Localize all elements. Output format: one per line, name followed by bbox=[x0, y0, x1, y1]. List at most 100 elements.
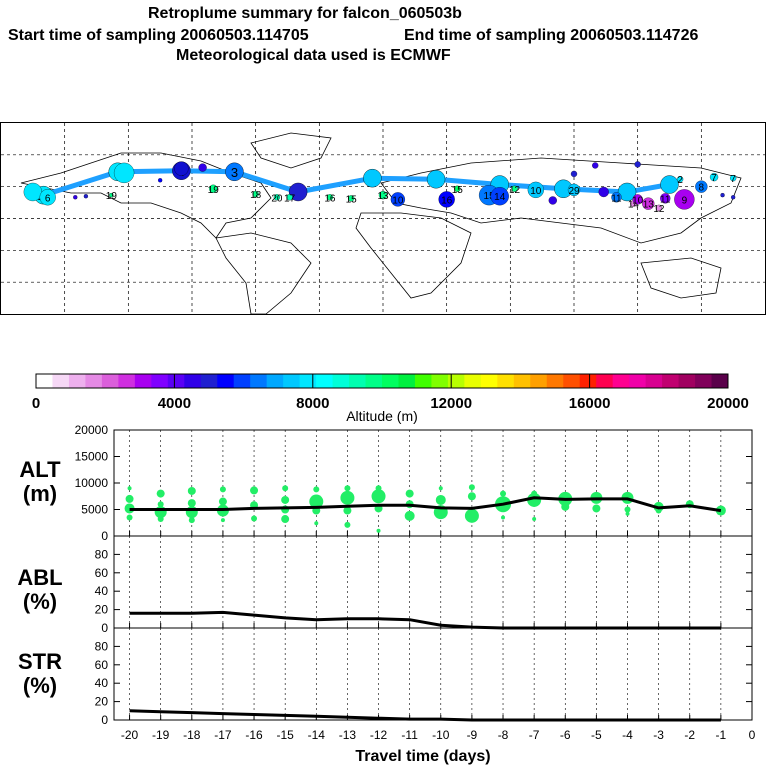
x-tick-label: -3 bbox=[653, 728, 664, 742]
x-tick-label: -1 bbox=[716, 728, 727, 742]
map-marker-label: 16 bbox=[324, 193, 336, 204]
map-marker-label: 10 bbox=[392, 195, 404, 206]
colorbar-swatch bbox=[382, 374, 399, 388]
str-panel-frame bbox=[113, 627, 753, 721]
str-label-line2: (%) bbox=[22, 673, 58, 698]
x-tick-label: -17 bbox=[214, 728, 232, 742]
x-tick-label: -8 bbox=[498, 728, 509, 742]
map-marker bbox=[378, 191, 388, 200]
alt-label-line1: ALT bbox=[19, 457, 61, 482]
alt-scatter-point bbox=[281, 515, 290, 524]
str-label-line1: STR bbox=[18, 649, 62, 674]
alt-scatter-point bbox=[188, 517, 195, 524]
map-coastline bbox=[640, 257, 722, 299]
map-marker-label: 2 bbox=[677, 175, 683, 186]
map-marker-label: 11 bbox=[660, 194, 671, 205]
colorbar-tick-label: 20000 bbox=[707, 395, 749, 412]
colorbar-swatch bbox=[480, 374, 498, 388]
trajectory-map: C654361919182017161513101615151412102911… bbox=[0, 122, 766, 315]
alt-scatter-point bbox=[468, 484, 475, 491]
map-marker bbox=[490, 187, 509, 206]
alt-scatter-point bbox=[344, 521, 351, 528]
map-marker bbox=[570, 170, 578, 178]
x-tick-label: -2 bbox=[684, 728, 695, 742]
alt-scatter-point bbox=[467, 492, 476, 501]
colorbar-tick-label: 16000 bbox=[569, 395, 611, 412]
y-tick-label: 40 bbox=[95, 676, 109, 690]
alt-scatter-point bbox=[371, 489, 386, 504]
track-node bbox=[617, 182, 637, 202]
x-axis-title: Travel time (days) bbox=[355, 748, 490, 765]
x-tick-label: -16 bbox=[245, 728, 263, 742]
x-tick-label: -7 bbox=[529, 728, 540, 742]
colorbar-swatch bbox=[250, 374, 268, 388]
alt-scatter-point bbox=[624, 506, 631, 513]
alt-scatter-point bbox=[250, 486, 259, 495]
map-marker-label: 12 bbox=[509, 185, 521, 196]
map-marker bbox=[511, 185, 518, 192]
map-marker bbox=[39, 189, 56, 206]
colorbar-tick-label: 12000 bbox=[430, 395, 472, 412]
y-tick-label: 40 bbox=[95, 584, 109, 598]
alt-label-line2: (m) bbox=[22, 481, 58, 506]
alt-scatter-point bbox=[527, 492, 542, 507]
colorbar-swatch bbox=[233, 374, 251, 388]
x-tick-label: -11 bbox=[401, 728, 418, 742]
colorbar-swatch bbox=[563, 374, 581, 388]
map-marker-label: 10 bbox=[530, 186, 542, 197]
map-marker bbox=[592, 162, 599, 169]
x-tick-label: -10 bbox=[432, 728, 450, 742]
alt-scatter-point bbox=[185, 506, 198, 519]
abl-label-line2: (%) bbox=[22, 589, 58, 614]
map-marker-label: 17 bbox=[284, 193, 296, 204]
colorbar-swatch bbox=[629, 374, 647, 388]
map-marker-label: 7 bbox=[711, 173, 717, 184]
map-marker bbox=[73, 195, 78, 200]
alt-scatter-point bbox=[340, 490, 355, 505]
map-marker bbox=[23, 182, 42, 202]
alt-scatter-point bbox=[218, 497, 227, 506]
y-tick-label: 5000 bbox=[81, 503, 108, 517]
map-marker-label: 13 bbox=[377, 191, 389, 202]
alt-scatter-point bbox=[501, 515, 506, 520]
colorbar-swatch bbox=[464, 374, 482, 388]
y-tick-label: 0 bbox=[101, 713, 108, 727]
alt-scatter-point bbox=[405, 489, 414, 498]
y-tick-label: 20 bbox=[95, 603, 109, 617]
track-node bbox=[660, 175, 679, 194]
alt-scatter-point bbox=[435, 494, 446, 505]
colorbar-swatch bbox=[678, 374, 696, 388]
map-marker-label: 14 bbox=[494, 192, 506, 203]
map-coastline bbox=[380, 157, 742, 244]
x-tick-label: -18 bbox=[183, 728, 201, 742]
map-marker bbox=[548, 196, 557, 205]
map-marker bbox=[660, 193, 671, 204]
colorbar-swatch bbox=[365, 374, 383, 388]
alt-scatter-point bbox=[343, 506, 352, 515]
colorbar-swatch bbox=[612, 374, 630, 388]
map-marker-label: 6 bbox=[45, 193, 51, 204]
map-marker-label: 11 bbox=[611, 193, 622, 204]
y-tick-label: 15000 bbox=[75, 450, 109, 464]
map-marker bbox=[83, 194, 89, 199]
colorbar-swatch bbox=[283, 374, 301, 388]
x-tick-label: -4 bbox=[622, 728, 633, 742]
colorbar-swatch bbox=[85, 374, 103, 388]
y-tick-label: 10000 bbox=[75, 476, 109, 490]
colorbar-swatch bbox=[200, 374, 218, 388]
colorbar-swatch bbox=[217, 374, 235, 388]
map-marker bbox=[348, 195, 355, 202]
alt-panel-label: ALT (m) bbox=[0, 458, 80, 506]
map-marker bbox=[209, 184, 218, 193]
colorbar-swatch bbox=[711, 374, 729, 388]
colorbar-swatch bbox=[316, 374, 334, 388]
map-marker bbox=[326, 194, 334, 201]
colorbar-swatch bbox=[546, 374, 564, 388]
alt-scatter-point bbox=[125, 494, 134, 503]
map-marker-label: 9 bbox=[682, 195, 688, 206]
alt-scatter-point bbox=[313, 486, 320, 493]
abl-label-line1: ABL bbox=[17, 565, 63, 590]
colorbar-swatch bbox=[332, 374, 350, 388]
colorbar-title: Altitude (m) bbox=[346, 408, 418, 424]
colorbar-swatch bbox=[134, 374, 152, 388]
